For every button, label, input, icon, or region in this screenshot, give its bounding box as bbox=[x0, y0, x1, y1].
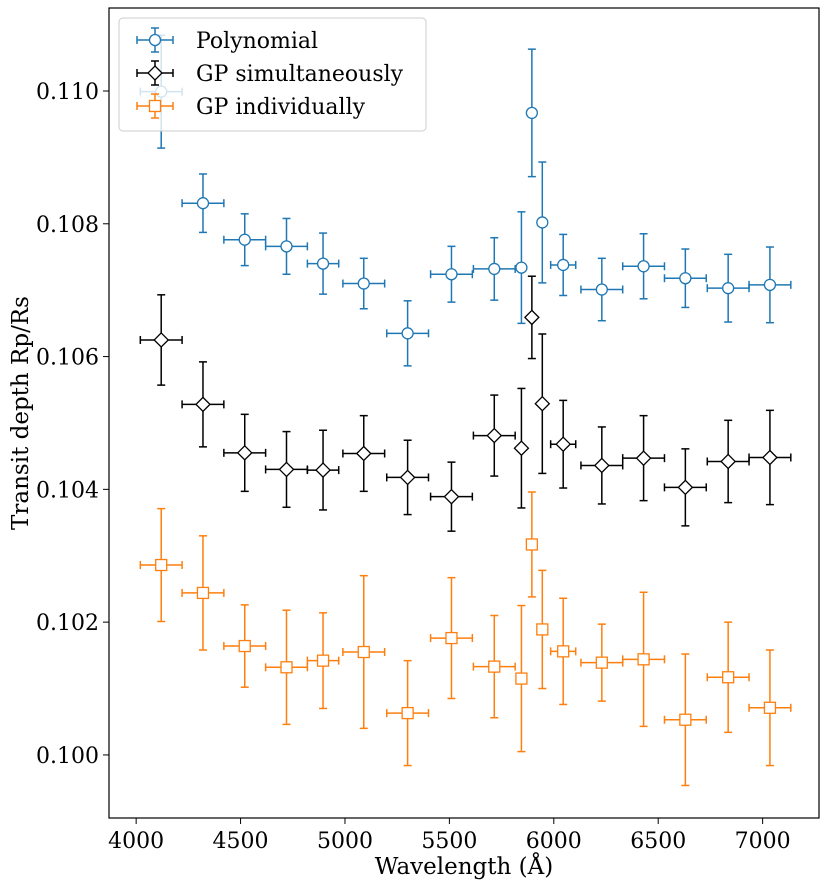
series-0 bbox=[139, 34, 792, 367]
data-point bbox=[278, 461, 295, 478]
data-point bbox=[593, 457, 610, 474]
x-tick-label: 6500 bbox=[630, 829, 686, 854]
data-point bbox=[595, 283, 608, 296]
data-point bbox=[357, 645, 370, 659]
legend-label: GP individually bbox=[196, 95, 366, 120]
data-point bbox=[677, 479, 694, 496]
data-point bbox=[679, 713, 692, 726]
data-point bbox=[557, 258, 570, 272]
plot-frame bbox=[108, 7, 820, 819]
x-tick-label: 5000 bbox=[317, 829, 373, 854]
data-point bbox=[722, 282, 735, 295]
legend-box bbox=[118, 17, 427, 132]
data-point bbox=[763, 278, 777, 292]
data-point bbox=[443, 488, 460, 505]
data-point bbox=[315, 462, 331, 479]
data-point bbox=[722, 671, 735, 684]
error-bar bbox=[472, 394, 516, 477]
series-1 bbox=[139, 275, 792, 532]
data-point bbox=[195, 396, 211, 413]
data-point bbox=[401, 327, 414, 340]
data-point bbox=[595, 656, 608, 669]
data-point bbox=[763, 701, 777, 714]
data-point bbox=[523, 309, 540, 326]
data-point bbox=[355, 445, 372, 462]
x-tick-label: 4500 bbox=[213, 829, 269, 854]
data-point bbox=[445, 631, 458, 645]
data-point bbox=[525, 106, 539, 120]
data-point bbox=[515, 261, 528, 274]
series-2 bbox=[139, 491, 792, 787]
data-point bbox=[637, 653, 650, 666]
legend-marker bbox=[147, 65, 163, 81]
legend: Polynomial GP simultaneously GP individual… bbox=[118, 17, 427, 132]
data-point bbox=[316, 654, 330, 667]
legend-label: Polynomial bbox=[196, 29, 318, 54]
x-tick-label: 7000 bbox=[735, 829, 791, 854]
data-point bbox=[238, 233, 251, 246]
legend-marker bbox=[148, 99, 162, 113]
data-point bbox=[513, 440, 530, 457]
data-point bbox=[635, 450, 652, 467]
data-point bbox=[534, 395, 551, 412]
data-point bbox=[357, 277, 370, 290]
data-point bbox=[555, 436, 572, 453]
y-tick-label: 0.110 bbox=[36, 80, 99, 105]
axis-ticks: 4000 4500 5000 5500 6000 6500 7000 0.100 0.102 0.… bbox=[36, 80, 791, 854]
data-point bbox=[488, 660, 501, 673]
data-point bbox=[515, 672, 528, 685]
data-point bbox=[536, 216, 549, 229]
data-point bbox=[153, 332, 170, 348]
data-point bbox=[679, 272, 692, 285]
data-point bbox=[488, 262, 501, 276]
data-point bbox=[399, 469, 416, 486]
data-point bbox=[720, 453, 737, 470]
y-tick-label: 0.102 bbox=[36, 611, 99, 636]
data-point bbox=[236, 444, 253, 461]
data-point bbox=[557, 645, 570, 658]
x-tick-label: 5500 bbox=[421, 829, 477, 854]
data-point bbox=[155, 558, 168, 572]
legend-swatch bbox=[136, 27, 174, 53]
data-point bbox=[196, 586, 210, 600]
data-point bbox=[238, 639, 251, 653]
data-point bbox=[445, 268, 458, 281]
y-tick-label: 0.100 bbox=[36, 744, 99, 769]
data-point bbox=[637, 260, 650, 273]
data-point bbox=[401, 706, 414, 720]
y-tick-label: 0.106 bbox=[36, 346, 99, 371]
y-tick-label: 0.108 bbox=[36, 213, 99, 238]
x-tick-label: 4000 bbox=[108, 829, 164, 854]
data-point bbox=[486, 427, 503, 444]
data-marks bbox=[139, 34, 792, 787]
data-point bbox=[196, 197, 210, 210]
x-tick-label: 6000 bbox=[526, 829, 582, 854]
data-point bbox=[280, 240, 293, 253]
data-point bbox=[316, 257, 330, 270]
data-point bbox=[762, 449, 778, 466]
data-point bbox=[536, 623, 549, 636]
error-bar bbox=[181, 173, 225, 234]
legend-label: GP simultaneously bbox=[196, 62, 404, 87]
legend-marker bbox=[148, 33, 162, 47]
y-tick-label: 0.104 bbox=[36, 478, 99, 503]
y-axis-label: Transit depth Rp/Rs bbox=[8, 296, 34, 530]
data-point bbox=[525, 538, 539, 551]
x-axis-label: Wavelength (Å) bbox=[375, 852, 553, 880]
data-point bbox=[280, 661, 293, 674]
